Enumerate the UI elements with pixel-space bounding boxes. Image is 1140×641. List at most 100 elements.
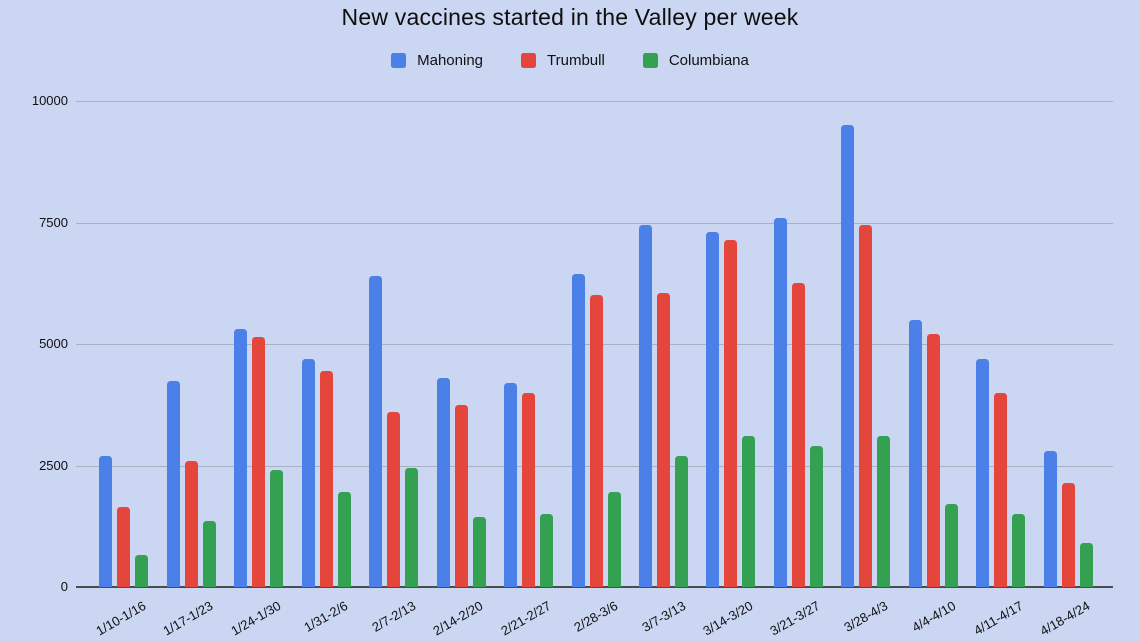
- bar-mahoning[interactable]: [504, 382, 518, 587]
- bar-columbiana[interactable]: [405, 467, 419, 587]
- bar-mahoning[interactable]: [436, 378, 450, 587]
- bar-mahoning[interactable]: [841, 125, 855, 587]
- x-axis-label: 3/7-3/13: [639, 598, 688, 635]
- bar-trumbull[interactable]: [656, 293, 670, 587]
- legend-item-mahoning[interactable]: Mahoning: [391, 52, 483, 69]
- bar-columbiana[interactable]: [809, 446, 823, 587]
- bar-trumbull[interactable]: [522, 392, 536, 587]
- bar-columbiana[interactable]: [944, 504, 958, 587]
- bar-mahoning[interactable]: [1043, 450, 1057, 587]
- x-label-cell: 4/11-4/17: [967, 587, 1034, 641]
- x-axis-label: 1/17-1/23: [160, 598, 216, 639]
- bar-columbiana[interactable]: [472, 516, 486, 587]
- legend-item-trumbull[interactable]: Trumbull: [521, 52, 605, 69]
- y-axis-label: 10000: [31, 93, 68, 108]
- y-axis-label: 2500: [39, 457, 68, 473]
- bar-trumbull[interactable]: [589, 295, 603, 587]
- bar-trumbull[interactable]: [184, 460, 198, 587]
- x-axis-label: 2/14-2/20: [430, 598, 486, 639]
- plot-area: 1/10-1/16 1/17-1/23 1/24-1/30 1/31-2/6 2/7-2…: [76, 101, 1113, 638]
- bar-group: [1035, 101, 1102, 587]
- bar-columbiana[interactable]: [742, 436, 756, 587]
- bar-group: [427, 101, 494, 587]
- bar-mahoning[interactable]: [301, 358, 315, 587]
- bar-mahoning[interactable]: [369, 276, 383, 587]
- bar-group: [495, 101, 562, 587]
- x-axis-label: 1/24-1/30: [228, 598, 284, 639]
- bar-columbiana[interactable]: [540, 514, 554, 587]
- bar-group: [360, 101, 427, 587]
- bar-mahoning[interactable]: [234, 329, 248, 587]
- y-axis-label: 5000: [39, 336, 68, 351]
- x-label-cell: 2/14-2/20: [427, 587, 494, 641]
- bar-mahoning[interactable]: [638, 224, 652, 587]
- bar-trumbull[interactable]: [994, 392, 1008, 587]
- x-axis-label: 2/21-2/27: [497, 598, 554, 639]
- legend-swatch-mahoning-icon: [391, 53, 407, 68]
- y-axis-label: 7500: [39, 214, 68, 230]
- bar-group: [90, 101, 157, 587]
- bar-trumbull[interactable]: [724, 239, 738, 587]
- y-axis-label: 0: [60, 579, 68, 594]
- x-label-cell: 1/24-1/30: [225, 587, 292, 641]
- bar-trumbull[interactable]: [252, 336, 266, 587]
- bar-group: [967, 101, 1034, 587]
- bar-mahoning[interactable]: [773, 217, 787, 587]
- x-label-cell: 2/7-2/13: [360, 587, 427, 641]
- bar-columbiana[interactable]: [877, 436, 891, 587]
- bar-group: [225, 101, 292, 587]
- bar-mahoning[interactable]: [166, 380, 180, 587]
- bar-mahoning[interactable]: [571, 273, 585, 587]
- bar-trumbull[interactable]: [791, 283, 805, 587]
- bar-trumbull[interactable]: [387, 412, 401, 587]
- bar-trumbull[interactable]: [454, 404, 468, 587]
- x-label-cell: 1/17-1/23: [157, 587, 224, 641]
- bar-columbiana[interactable]: [135, 555, 149, 587]
- x-label-cell: 3/7-3/13: [630, 587, 697, 641]
- bar-columbiana[interactable]: [270, 470, 284, 587]
- bar-columbiana[interactable]: [202, 521, 216, 587]
- x-axis-label: 2/7-2/13: [369, 598, 419, 635]
- x-axis-label: 4/4-4/10: [909, 598, 958, 635]
- x-axis-label: 3/28-4/3: [841, 598, 891, 635]
- bar-columbiana[interactable]: [337, 492, 351, 587]
- x-axis-label: 3/14-3/20: [700, 598, 756, 639]
- x-label-cell: 2/28-3/6: [562, 587, 629, 641]
- bar-mahoning[interactable]: [908, 319, 922, 587]
- x-axis-label: 4/11-4/17: [971, 598, 1026, 638]
- bar-columbiana[interactable]: [674, 455, 688, 587]
- bar-group: [292, 101, 359, 587]
- legend-swatch-trumbull-icon: [521, 53, 537, 68]
- x-label-cell: 1/10-1/16: [90, 587, 157, 641]
- x-label-cell: 3/28-4/3: [832, 587, 899, 641]
- bar-group: [157, 101, 224, 587]
- bar-trumbull[interactable]: [319, 370, 333, 587]
- legend-swatch-columbiana-icon: [642, 53, 658, 68]
- bar-mahoning[interactable]: [976, 358, 990, 587]
- bar-columbiana[interactable]: [1012, 514, 1026, 587]
- bars-container: [90, 101, 1102, 587]
- bar-columbiana[interactable]: [607, 492, 621, 587]
- chart-title: New vaccines started in the Valley per w…: [341, 4, 799, 30]
- bar-group: [900, 101, 967, 587]
- bar-mahoning[interactable]: [99, 455, 113, 587]
- bar-group: [562, 101, 629, 587]
- bar-group: [630, 101, 697, 587]
- x-label-cell: 3/14-3/20: [697, 587, 764, 641]
- x-axis-label: 4/18-4/24: [1037, 598, 1093, 639]
- legend-label-columbiana: Columbiana: [668, 52, 749, 69]
- bar-columbiana[interactable]: [1079, 543, 1093, 587]
- bar-trumbull[interactable]: [117, 506, 131, 587]
- bar-trumbull[interactable]: [859, 224, 873, 587]
- bar-mahoning[interactable]: [706, 232, 720, 587]
- x-label-cell: 3/21-3/27: [765, 587, 832, 641]
- gridline-10000: [76, 101, 1113, 102]
- bar-trumbull[interactable]: [926, 334, 940, 587]
- x-axis-labels: 1/10-1/16 1/17-1/23 1/24-1/30 1/31-2/6 2/7-2…: [90, 587, 1102, 641]
- x-axis-label: 2/28-3/6: [571, 598, 621, 635]
- gridline-7500: [76, 222, 1113, 224]
- x-axis-line: [76, 586, 1113, 588]
- bar-trumbull[interactable]: [1061, 482, 1075, 587]
- x-axis-label: 1/10-1/16: [93, 598, 149, 639]
- legend-item-columbiana[interactable]: Columbiana: [642, 52, 749, 69]
